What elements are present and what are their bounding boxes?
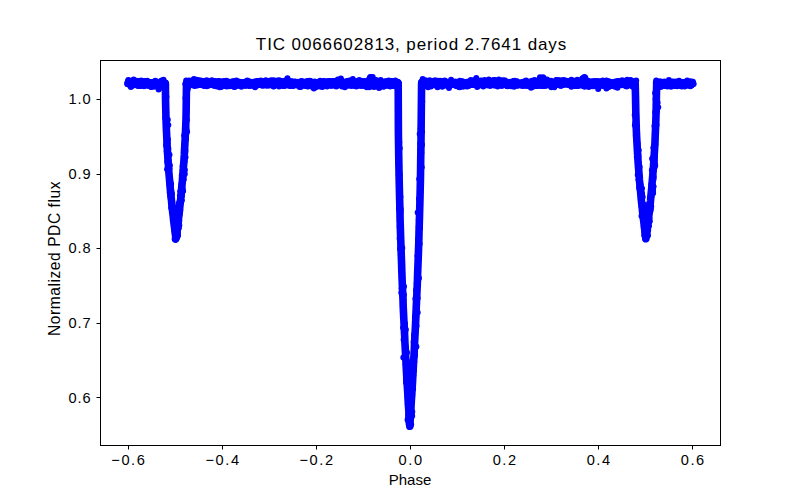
svg-text:Phase: Phase (389, 471, 432, 488)
svg-text:−0.4: −0.4 (205, 452, 240, 468)
svg-text:0.8: 0.8 (69, 240, 92, 256)
svg-text:0.6: 0.6 (681, 452, 706, 468)
svg-text:0.9: 0.9 (69, 166, 92, 182)
svg-text:0.6: 0.6 (69, 390, 92, 406)
svg-text:TIC 0066602813, period 2.7641: TIC 0066602813, period 2.7641 days (256, 35, 567, 54)
svg-text:−0.6: −0.6 (111, 452, 146, 468)
svg-text:1.0: 1.0 (69, 91, 92, 107)
svg-text:0.0: 0.0 (399, 452, 424, 468)
svg-text:0.2: 0.2 (493, 452, 518, 468)
svg-text:0.4: 0.4 (587, 452, 612, 468)
svg-text:Normalized PDC flux: Normalized PDC flux (46, 181, 63, 336)
svg-text:0.7: 0.7 (69, 315, 92, 331)
svg-text:−0.2: −0.2 (299, 452, 334, 468)
